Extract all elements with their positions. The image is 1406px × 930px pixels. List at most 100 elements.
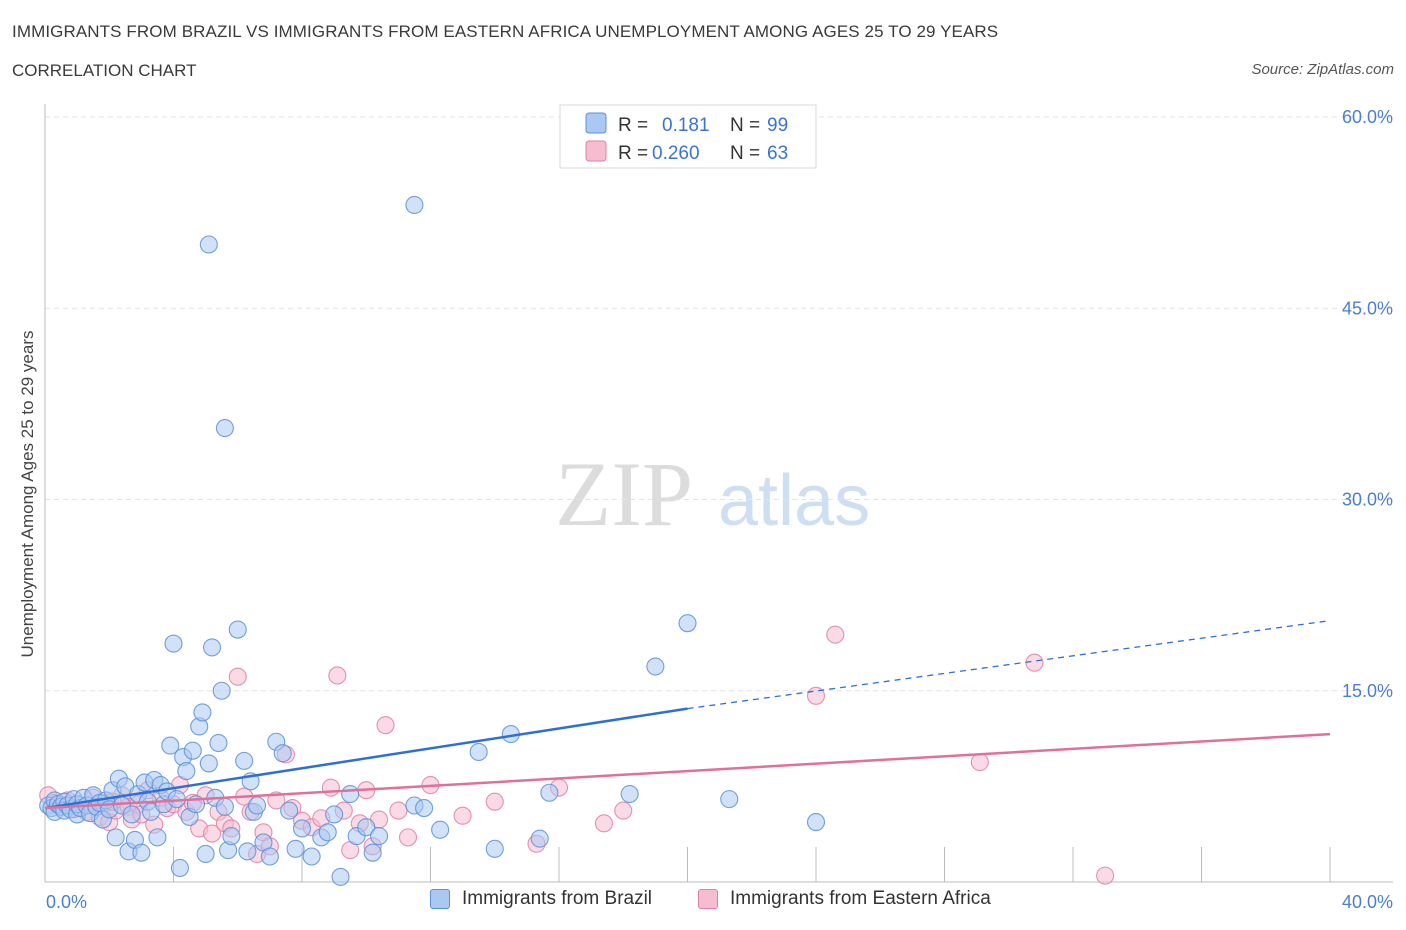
- axes: [44, 104, 1393, 883]
- point-brazil: [331, 867, 350, 886]
- legend-n-label-brazil: N =: [730, 115, 760, 136]
- point-brazil: [720, 790, 739, 809]
- point-brazil: [286, 839, 305, 858]
- legend-r-value-eafrica: 0.260: [652, 143, 700, 164]
- point-brazil: [238, 842, 257, 861]
- point-eafrica: [970, 753, 989, 772]
- point-eafrica: [594, 814, 614, 833]
- y-tick-label: 60.0%: [1342, 107, 1393, 127]
- point-eafrica: [398, 828, 418, 847]
- point-brazil: [363, 843, 382, 862]
- point-brazil: [292, 819, 312, 838]
- point-eafrica: [389, 801, 408, 820]
- point-brazil: [431, 820, 450, 839]
- point-brazil: [222, 827, 241, 846]
- point-brazil: [199, 754, 218, 773]
- point-brazil: [193, 703, 212, 722]
- point-brazil: [164, 634, 183, 653]
- point-eafrica: [321, 778, 340, 797]
- point-brazil: [273, 744, 292, 763]
- legend-n-value-eafrica: 63: [767, 143, 788, 164]
- point-brazil: [260, 847, 279, 866]
- point-eafrica: [453, 806, 472, 825]
- point-brazil: [196, 844, 215, 864]
- point-brazil: [161, 736, 180, 755]
- trend-line-eafrica: [44, 732, 1331, 810]
- point-brazil: [370, 827, 389, 846]
- watermark-atlas: atlas: [718, 461, 870, 541]
- point-eafrica: [614, 801, 633, 820]
- point-eafrica: [1025, 653, 1044, 672]
- grid-lines: [45, 116, 1393, 692]
- legend-swatch-brazil: [585, 112, 607, 134]
- point-brazil: [485, 839, 504, 858]
- point-brazil: [678, 614, 697, 633]
- legend-swatch-eafrica: [585, 140, 607, 162]
- point-brazil: [212, 681, 231, 700]
- point-brazil: [405, 195, 424, 215]
- point-brazil: [122, 805, 141, 824]
- point-eafrica: [1096, 866, 1115, 885]
- point-eafrica: [203, 824, 222, 843]
- point-brazil: [199, 235, 218, 254]
- point-brazil: [806, 813, 826, 832]
- trend-lines: [44, 619, 1331, 810]
- point-brazil: [215, 419, 234, 438]
- point-brazil: [540, 783, 559, 802]
- point-brazil: [247, 796, 267, 815]
- point-brazil: [106, 828, 125, 847]
- point-brazil: [415, 798, 434, 818]
- point-brazil: [302, 847, 321, 866]
- point-eafrica: [485, 792, 504, 811]
- legend-label-eafrica: Immigrants from Eastern Africa: [730, 888, 991, 909]
- legend-swatch-eafrica-bottom: [698, 889, 718, 909]
- point-brazil: [530, 829, 549, 848]
- y-tick-label: 45.0%: [1342, 298, 1393, 318]
- point-eafrica: [376, 716, 395, 735]
- legend-n-value-brazil: 99: [767, 115, 788, 136]
- trend-line-brazil-projection: [687, 619, 1331, 710]
- point-brazil: [228, 620, 247, 639]
- legend-label-brazil: Immigrants from Brazil: [462, 888, 653, 909]
- y-tick-label: 30.0%: [1342, 490, 1393, 510]
- point-brazil: [170, 858, 189, 878]
- point-eafrica: [228, 667, 247, 686]
- trend-line-brazil: [44, 707, 688, 810]
- point-brazil: [646, 657, 665, 676]
- point-brazil: [209, 733, 228, 753]
- point-brazil: [620, 784, 639, 804]
- legend-n-label-eafrica: N =: [730, 143, 760, 164]
- point-brazil: [235, 751, 254, 770]
- watermark-zip: ZIP: [555, 443, 693, 545]
- y-tick-labels: 15.0% 30.0% 45.0% 60.0%: [1342, 107, 1393, 701]
- point-brazil: [183, 741, 202, 760]
- legend-item-brazil: Immigrants from Brazil: [430, 888, 652, 910]
- point-brazil: [177, 762, 196, 781]
- chart-subtitle: CORRELATION CHART: [12, 61, 197, 80]
- point-brazil: [280, 801, 299, 820]
- y-tick-label: 15.0%: [1342, 681, 1393, 701]
- legend-item-eafrica: Immigrants from Eastern Africa: [698, 888, 991, 910]
- point-brazil: [148, 828, 167, 847]
- point-eafrica: [826, 625, 845, 644]
- legend-r-label-brazil: R =: [618, 115, 648, 136]
- point-brazil: [132, 843, 151, 862]
- legend-r-value-brazil: 0.181: [662, 115, 710, 136]
- point-eafrica: [328, 666, 347, 685]
- y-axis-label: Unemployment Among Ages 25 to 29 years: [18, 331, 37, 658]
- chart-title: IMMIGRANTS FROM BRAZIL VS IMMIGRANTS FRO…: [12, 22, 999, 41]
- legend-r-label-eafrica: R =: [618, 143, 648, 164]
- point-brazil: [203, 638, 222, 657]
- legend-swatch-brazil-bottom: [430, 889, 450, 909]
- point-brazil: [318, 823, 337, 842]
- point-brazil: [325, 805, 344, 824]
- point-brazil: [215, 797, 234, 816]
- stats-legend: R = 0.181 N = 99 R = 0.260 N = 63: [559, 104, 817, 169]
- x-tick-label-min: 0.0%: [46, 892, 87, 912]
- point-brazil: [357, 818, 376, 837]
- source-note: Source: ZipAtlas.com: [1251, 61, 1394, 78]
- point-brazil: [341, 784, 360, 804]
- x-tick-label-max: 40.0%: [1342, 892, 1393, 912]
- point-brazil: [469, 742, 488, 762]
